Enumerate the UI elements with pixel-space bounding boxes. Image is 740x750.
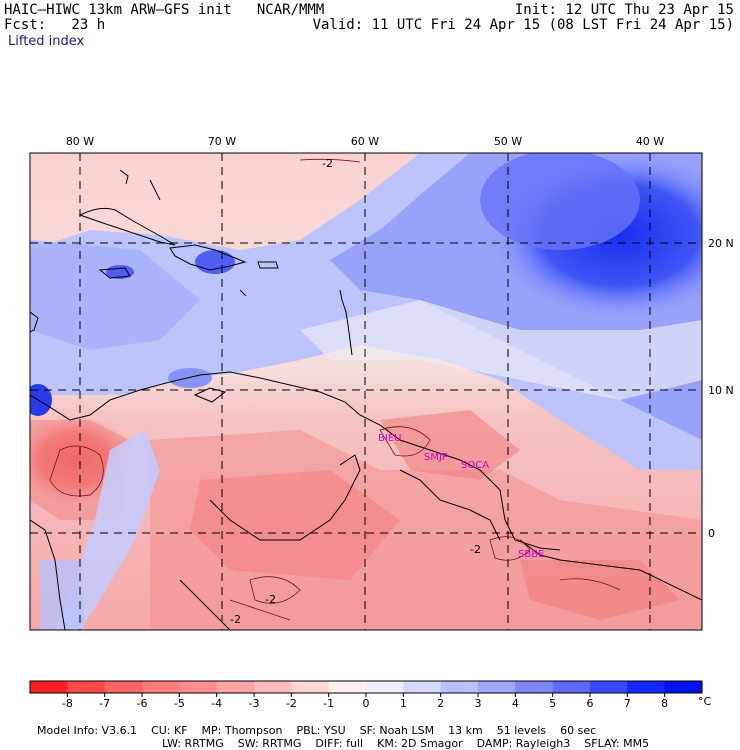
station-label: SMJP (424, 452, 448, 463)
valid-time: Valid: 11 UTC Fri 24 Apr 15 (08 LST Fri … (312, 17, 734, 33)
colorbar-tick-label: -1 (323, 697, 334, 710)
graticule (30, 153, 702, 630)
lat-label: 0 (708, 527, 715, 540)
lon-label: 40 W (636, 135, 664, 148)
colorbar-swatch (403, 681, 442, 693)
forecast-hour: Fcst: 23 h (4, 17, 106, 33)
colorbar-unit: °C (698, 695, 712, 708)
contour-label: -2 (265, 593, 276, 606)
model-info-item: SFLAY: MM5 (584, 737, 650, 750)
model-info-item: DIFF: full (315, 737, 364, 750)
model-info-item: 13 km (448, 724, 483, 737)
colorbar-tick-label: -5 (174, 697, 185, 710)
model-info-item: DAMP: Rayleigh3 (476, 737, 571, 750)
colorbar-tick-label: -3 (249, 697, 260, 710)
colorbar-swatch (590, 681, 628, 693)
colorbar-tick-label: 2 (437, 697, 444, 710)
contour-label: -2 (230, 613, 241, 626)
model-info-item: MP: Thompson (201, 724, 283, 737)
lon-label: 80 W (66, 135, 94, 148)
colorbar-tick-label: 8 (661, 697, 668, 710)
lat-label: 20 N (708, 237, 734, 250)
colorbar-tick-label: -8 (62, 697, 73, 710)
colorbar-swatch (104, 681, 143, 693)
colorbar-swatch (291, 681, 330, 693)
colorbar-swatch (627, 681, 666, 693)
lifted-index-field (30, 153, 702, 630)
colorbar: -8 -7 -6 -5 -4 -3 -2 -1 0 1 2 3 4 5 6 7 8 (29, 680, 703, 710)
lon-label: 60 W (351, 135, 379, 148)
colorbar-tick-label: -7 (99, 697, 110, 710)
colorbar-swatch (254, 681, 292, 693)
field-name: Lifted index (8, 34, 85, 49)
colorbar-tick-label: 6 (587, 697, 594, 710)
model-info-item: Model Info: V3.6.1 (37, 724, 138, 737)
colorbar-swatch (664, 681, 703, 693)
model-info-line1: Model Info: V3.6.1 CU: KF MP: Thompson PBL:… (30, 711, 740, 737)
colorbar-tick-label: -2 (286, 697, 297, 710)
colorbar-swatch (142, 681, 180, 693)
map-frame (29, 152, 703, 631)
model-info-item: KM: 2D Smagor (377, 737, 463, 750)
station-label: SOCA (461, 460, 489, 471)
init-time: Init: 12 UTC Thu 23 Apr 15 (514, 2, 734, 18)
colorbar-tick-label: 3 (475, 697, 482, 710)
model-info-item: LW: RRTMG (162, 737, 224, 750)
colorbar-tick-label: 4 (512, 697, 519, 710)
colorbar-swatch (440, 681, 479, 693)
model-info-item: 60 sec (560, 724, 597, 737)
contour-label: -2 (322, 157, 333, 170)
lon-label: 70 W (208, 135, 236, 148)
model-info-item: CU: KF (151, 724, 188, 737)
colorbar-swatch (179, 681, 218, 693)
colorbar-swatch (366, 681, 404, 693)
model-info-item: PBL: YSU (296, 724, 346, 737)
colorbar-tick-label: 7 (624, 697, 631, 710)
model-info-item: SW: RRTMG (237, 737, 302, 750)
colorbar-tick-label: 0 (363, 697, 370, 710)
chart-title: HAIC–HIWC 13km ARW–GFS init NCAR/MMM (4, 2, 325, 18)
lon-label: 50 W (494, 135, 522, 148)
station-label: BIEU (378, 433, 401, 444)
colorbar-tick-label: -4 (211, 697, 222, 710)
model-info-line2: LW: RRTMG SW: RRTMG DIFF: full KM: 2D Smago… (155, 724, 740, 750)
colorbar-tick-label: 1 (400, 697, 407, 710)
colorbar-swatch (30, 681, 68, 693)
colorbar-swatch (478, 681, 516, 693)
colorbar-swatch (552, 681, 591, 693)
colorbar-swatch (216, 681, 255, 693)
colorbar-swatch (515, 681, 554, 693)
colorbar-tick-label: -6 (137, 697, 148, 710)
lat-label: 10 N (708, 384, 734, 397)
model-info-item: 51 levels (496, 724, 547, 737)
colorbar-swatch (67, 681, 106, 693)
model-info-item: SF: Noah LSM (359, 724, 435, 737)
contour-label: -2 (470, 543, 481, 556)
station-label: SBBE (518, 549, 544, 560)
colorbar-tick-label: 5 (549, 697, 556, 710)
colorbar-swatch (328, 681, 367, 693)
